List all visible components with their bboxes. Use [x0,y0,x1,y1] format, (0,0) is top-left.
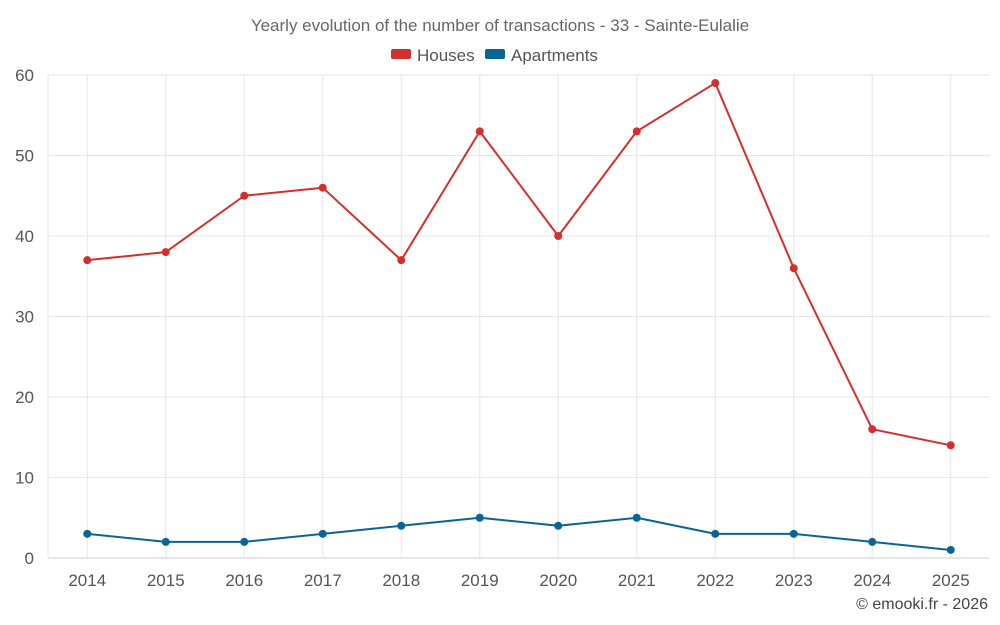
data-point-houses-2019[interactable] [475,127,484,136]
y-tick-label: 50 [15,147,34,166]
x-tick-label: 2024 [853,571,891,590]
credit-text: © emooki.fr - 2026 [856,596,988,613]
x-tick-label: 2020 [539,571,577,590]
data-point-apartments-2016[interactable] [240,537,249,546]
data-point-houses-2020[interactable] [554,232,563,240]
data-point-apartments-2019[interactable] [475,513,484,522]
legend-swatch-houses[interactable] [391,49,411,59]
data-point-houses-2018[interactable] [397,256,406,265]
data-point-houses-2016[interactable] [240,191,249,200]
legend-label-apartments[interactable]: Apartments [511,46,598,65]
x-axis: 2014 2015 2016 2017 2018 2019 2020 2021 2022 2023… [48,557,990,590]
data-point-houses-2014[interactable] [83,256,92,265]
legend-label-houses[interactable]: Houses [417,46,475,65]
x-tick-label: 2016 [225,571,263,590]
x-tick-label: 2025 [932,571,970,590]
data-point-apartments-2018[interactable] [397,521,406,530]
data-point-apartments-2024[interactable] [868,537,877,546]
data-point-apartments-2020[interactable] [554,521,563,530]
data-point-houses-2022[interactable] [711,79,720,88]
y-tick-label: 30 [15,308,34,327]
x-tick-label: 2018 [382,571,420,590]
series-line-apartments [87,516,951,551]
data-point-apartments-2015[interactable] [161,537,170,546]
x-tick-label: 2015 [147,571,185,590]
x-tick-label: 2014 [68,571,106,590]
y-tick-label: 60 [15,66,34,85]
data-point-houses-2021[interactable] [632,127,641,136]
y-tick-label: 20 [15,388,34,407]
y-tick-label: 40 [15,227,34,246]
chart-title: Yearly evolution of the number of transa… [251,16,749,35]
series-line-houses [87,82,951,447]
data-point-houses-2025[interactable] [946,441,955,450]
data-point-apartments-2017[interactable] [318,529,327,538]
data-point-houses-2017[interactable] [318,183,327,192]
grid [48,74,990,558]
data-point-houses-2015[interactable] [161,248,170,257]
x-tick-label: 2023 [775,571,813,590]
x-tick-label: 2017 [304,571,342,590]
data-point-houses-2024[interactable] [868,425,877,434]
data-point-houses-2023[interactable] [789,264,798,273]
data-point-apartments-2023[interactable] [789,529,798,538]
legend: Houses Apartments [391,46,598,65]
series-layer [83,79,955,554]
y-tick-label: 0 [25,549,34,568]
legend-swatch-apartments[interactable] [485,49,505,59]
y-tick-label: 10 [15,469,34,488]
y-axis: 0 10 20 30 40 50 60 [15,66,49,568]
data-point-apartments-2021[interactable] [632,513,641,522]
data-point-apartments-2022[interactable] [711,529,720,538]
x-tick-label: 2022 [696,571,734,590]
x-tick-label: 2019 [461,571,499,590]
x-tick-label: 2021 [618,571,656,590]
data-point-apartments-2014[interactable] [83,529,92,538]
data-point-apartments-2025[interactable] [946,545,955,554]
